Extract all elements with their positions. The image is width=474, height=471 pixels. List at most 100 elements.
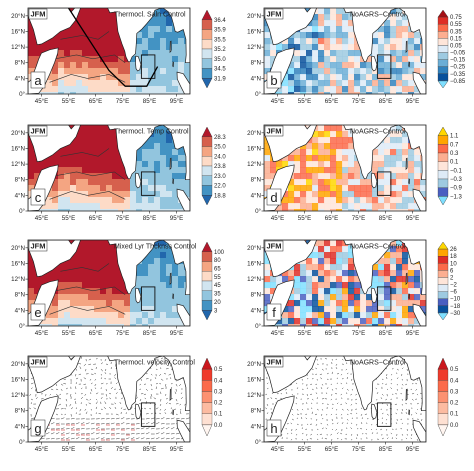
x-tick-label: 65°E (89, 215, 102, 222)
season-label: JFM (31, 127, 46, 136)
colorbar-tick-label: 0.1 (450, 160, 459, 166)
colorbar-tick-label: −0.25 (450, 65, 466, 71)
y-tick-label: 12°N (11, 44, 25, 51)
y-tick-label: 16°N (11, 28, 25, 35)
y-tick-label: 20°N (247, 13, 261, 20)
x-tick-label: 95°E (406, 330, 419, 337)
colorbar-tick-label: 3 (214, 308, 218, 314)
colorbar-segment (201, 185, 213, 196)
map-panel-d: 45°E 55°E 65°E 75°E 85°E 95°E 20°N 16°N 12°N 8°N 4… (247, 124, 463, 222)
colorbar-arrow-top (201, 126, 213, 137)
sri-lanka-land (135, 403, 142, 420)
y-tick-label: 12°N (247, 44, 261, 51)
colorbar-tick-label: 0.05 (450, 43, 462, 49)
x-tick-label: 85°E (379, 330, 392, 337)
sumatra-land (176, 71, 190, 94)
colorbar-tick-label: −0.3 (450, 177, 463, 183)
season-label: JFM (31, 10, 46, 19)
colorbar-arrow-bottom (201, 424, 213, 437)
y-tick-label: 0° (19, 439, 25, 446)
andaman-islands (405, 40, 408, 54)
x-tick-label: 75°E (352, 98, 365, 105)
colorbar-tick-label: −0.35 (450, 72, 466, 78)
colorbar-tick-label: 0.0 (450, 423, 459, 429)
season-label: JFM (267, 358, 282, 367)
colorbar-segment (437, 178, 449, 188)
colorbar-tick-label: 35 (214, 292, 221, 298)
y-tick-label: 8°N (251, 177, 261, 184)
colorbar-tick-label: 1.1 (450, 134, 459, 140)
study-region-box (140, 54, 156, 79)
colorbar-segment (201, 368, 213, 381)
colorbar-tick-label: −0.05 (450, 51, 466, 57)
x-tick-label: 75°E (352, 215, 365, 222)
colorbar-tick-label: −0.9 (450, 186, 463, 192)
contour-line (60, 148, 110, 157)
x-tick-label: 45°E (35, 446, 48, 453)
map-frame (27, 7, 191, 95)
india-land (107, 8, 190, 64)
contour-line (54, 54, 126, 63)
x-tick-label: 45°E (271, 98, 284, 105)
x-tick-label: 55°E (298, 98, 311, 105)
colorbar-arrow-top (201, 9, 213, 20)
y-tick-label: 4°N (15, 307, 25, 314)
contour-line (60, 31, 110, 40)
x-tick-label: 75°E (116, 215, 129, 222)
study-region-box (140, 286, 156, 311)
map-frame (27, 124, 191, 212)
y-tick-label: 16°N (247, 145, 261, 152)
colorbar-segment (201, 156, 213, 167)
sri-lanka-land (371, 172, 378, 189)
x-tick-label: 75°E (352, 330, 365, 337)
y-tick-label: 12°N (11, 392, 25, 399)
x-tick-label: 65°E (325, 215, 338, 222)
colorbar-arrow-top (437, 9, 449, 18)
colorbar-tick-label: 0.35 (450, 29, 462, 35)
map-frame (27, 355, 191, 443)
colorbar-segment (437, 277, 449, 285)
contour-line (49, 74, 126, 83)
colorbar-segment (201, 58, 213, 69)
x-tick-label: 55°E (62, 215, 75, 222)
colorbar-tick-label: 24.0 (214, 154, 226, 160)
colorbar-segment (437, 380, 449, 392)
x-tick-label: 55°E (62, 446, 75, 453)
panel-label-box (30, 419, 46, 437)
x-tick-label: 55°E (62, 98, 75, 105)
india-land (107, 125, 190, 181)
panel-label: c (35, 190, 42, 205)
india-land (107, 356, 190, 412)
colorbar-segment (437, 66, 449, 74)
colorbar-tick-label: 0.3 (450, 151, 459, 157)
x-tick-label: 45°E (271, 330, 284, 337)
sumatra-land (176, 188, 190, 211)
y-tick-label: 20°N (247, 245, 261, 252)
colorbar-segment (201, 391, 213, 403)
x-tick-label: 95°E (170, 330, 183, 337)
y-tick-label: 20°N (247, 361, 261, 368)
x-tick-label: 95°E (406, 215, 419, 222)
nicobar-islands (172, 61, 174, 68)
colorbar-tick-label: 23.8 (214, 164, 226, 170)
x-tick-label: 45°E (271, 446, 284, 453)
panel-title: NoAGRS−Control (350, 360, 406, 367)
colorbar-tick-label: 0.4 (214, 378, 223, 384)
colorbar-arrow-top (201, 241, 213, 252)
season-box (28, 8, 48, 20)
season-label: JFM (31, 358, 46, 367)
colorbar-tick-label: −0.15 (450, 58, 466, 64)
sumatra-land (176, 419, 190, 442)
colorbar-tick-label: 0.7 (450, 142, 459, 148)
colorbar-tick-label: 18 (450, 254, 457, 260)
x-tick-label: 75°E (116, 330, 129, 337)
contour-line (54, 286, 126, 295)
map-panel-h: 45°E 55°E 65°E 75°E 85°E 95°E 20°N 16°N 12°N 8°N 4… (247, 355, 459, 453)
sri-lanka-land (135, 172, 142, 189)
y-tick-label: 8°N (251, 292, 261, 299)
andaman-islands (169, 157, 172, 171)
colorbar-tick-label: 25.0 (214, 145, 226, 151)
x-tick-label: 85°E (143, 446, 156, 453)
colorbar-tick-label: 0.0 (214, 423, 223, 429)
map-panel-c: 45°E 55°E 65°E 75°E 85°E 95°E 20°N 16°N 12°N 8°N 4… (11, 124, 226, 222)
